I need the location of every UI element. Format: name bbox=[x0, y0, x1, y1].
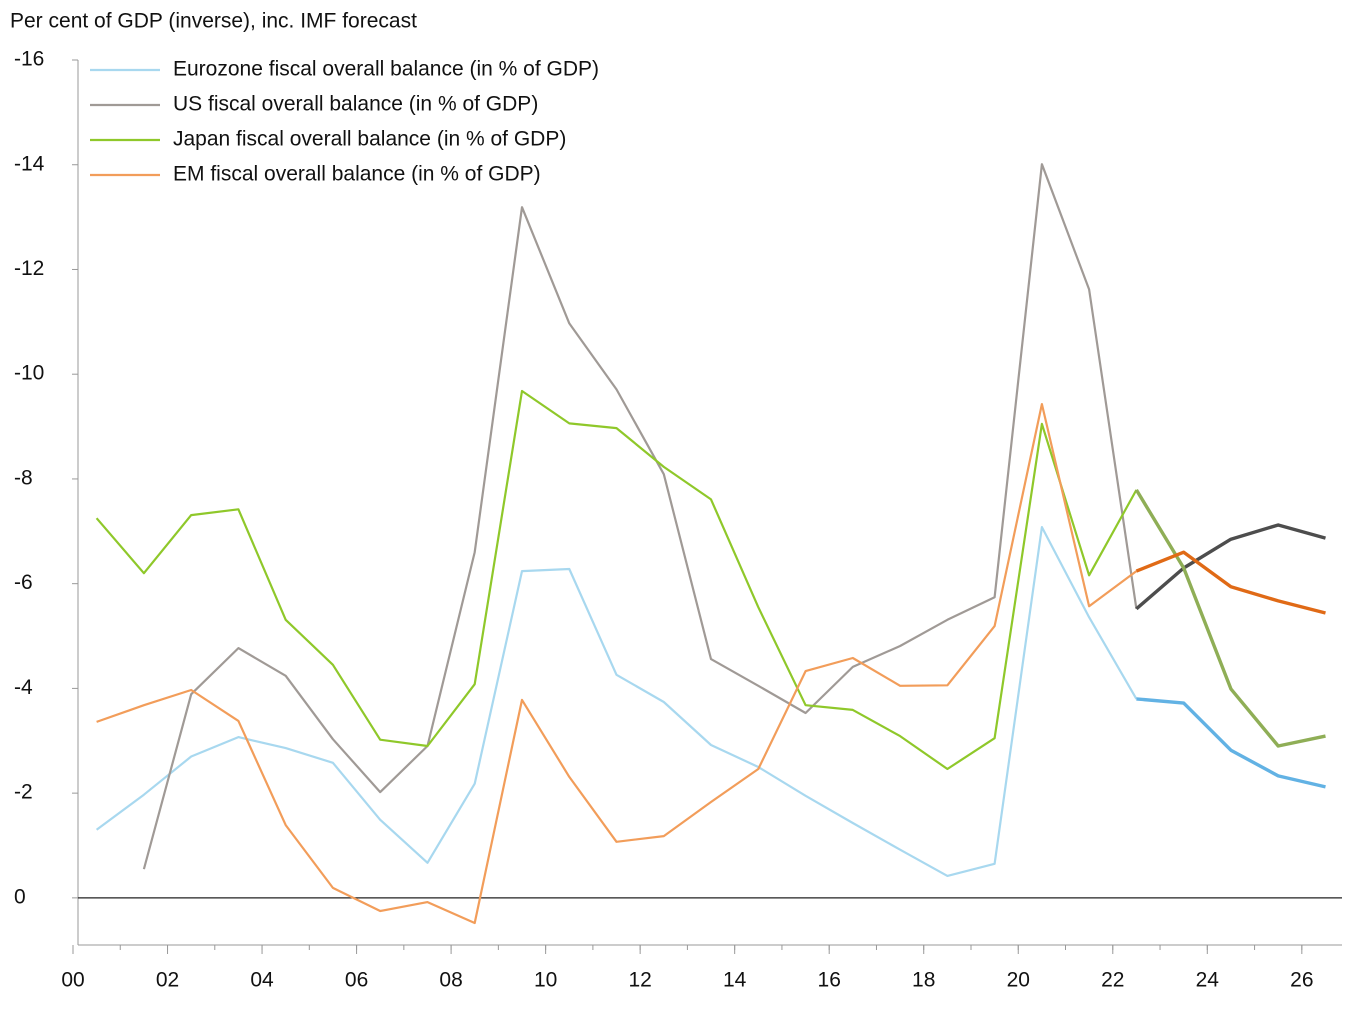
x-tick-label: 14 bbox=[723, 969, 747, 992]
y-tick-label: -14 bbox=[14, 152, 45, 175]
forecast-line bbox=[1135, 550, 1326, 615]
x-tick-label: 10 bbox=[534, 969, 557, 992]
legend-label: Japan fiscal overall balance (in % of GD… bbox=[173, 128, 566, 151]
x-tick-label: 18 bbox=[912, 969, 935, 992]
y-tick-label: -6 bbox=[14, 571, 33, 594]
x-tick-label: 06 bbox=[345, 969, 368, 992]
series-line bbox=[96, 403, 1138, 925]
x-tick-label: 16 bbox=[818, 969, 841, 992]
y-tick-label: -8 bbox=[14, 466, 33, 489]
y-tick-label: -10 bbox=[14, 362, 44, 385]
y-tick-label: 0 bbox=[14, 885, 26, 908]
legend-label: EM fiscal overall balance (in % of GDP) bbox=[173, 163, 541, 186]
y-tick-label: -2 bbox=[14, 781, 33, 804]
y-tick-label: -4 bbox=[14, 676, 33, 699]
x-tick-label: 26 bbox=[1290, 969, 1313, 992]
x-tick-label: 12 bbox=[628, 969, 651, 992]
x-tick-label: 08 bbox=[439, 969, 462, 992]
forecast-line bbox=[1136, 697, 1326, 789]
x-tick-label: 20 bbox=[1007, 969, 1030, 992]
x-tick-label: 04 bbox=[250, 969, 274, 992]
x-tick-label: 24 bbox=[1196, 969, 1220, 992]
forecast-line bbox=[1135, 523, 1326, 611]
forecast-line bbox=[1134, 489, 1326, 748]
series-line bbox=[95, 389, 1138, 771]
x-tick-label: 00 bbox=[61, 969, 84, 992]
x-tick-label: 02 bbox=[156, 969, 179, 992]
series-line bbox=[142, 163, 1138, 870]
series-line bbox=[95, 526, 1138, 877]
x-tick-label: 22 bbox=[1101, 969, 1124, 992]
y-tick-label: -12 bbox=[14, 257, 44, 280]
chart-title: Per cent of GDP (inverse), inc. IMF fore… bbox=[10, 10, 417, 33]
legend-label: US fiscal overall balance (in % of GDP) bbox=[173, 93, 538, 116]
legend-label: Eurozone fiscal overall balance (in % of… bbox=[173, 58, 599, 81]
y-tick-label: -16 bbox=[14, 48, 44, 71]
